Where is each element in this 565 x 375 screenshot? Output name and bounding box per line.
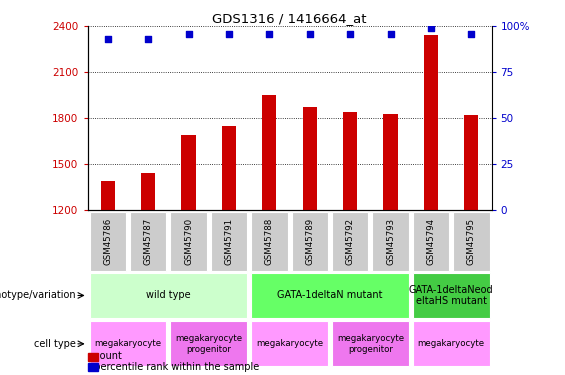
- FancyBboxPatch shape: [372, 211, 408, 271]
- Point: [346, 31, 355, 37]
- Bar: [384, 114, 398, 210]
- Point: [184, 31, 193, 37]
- Bar: [141, 173, 155, 210]
- FancyBboxPatch shape: [90, 273, 247, 318]
- Point: [467, 31, 476, 37]
- Bar: [262, 95, 276, 210]
- FancyBboxPatch shape: [130, 211, 166, 271]
- FancyBboxPatch shape: [171, 211, 207, 271]
- Bar: [303, 107, 317, 210]
- Bar: [88, 363, 98, 371]
- Point: [305, 31, 314, 37]
- Bar: [101, 181, 115, 210]
- Text: megakaryocyte: megakaryocyte: [418, 339, 485, 348]
- Bar: [464, 115, 479, 210]
- Text: GSM45792: GSM45792: [346, 218, 355, 265]
- Text: megakaryocyte
progenitor: megakaryocyte progenitor: [175, 334, 242, 354]
- Text: GSM45786: GSM45786: [103, 218, 112, 265]
- Bar: [343, 112, 357, 210]
- Text: GSM45791: GSM45791: [224, 218, 233, 265]
- Text: GSM45790: GSM45790: [184, 218, 193, 265]
- FancyBboxPatch shape: [413, 273, 489, 318]
- Title: GDS1316 / 1416664_at: GDS1316 / 1416664_at: [212, 12, 367, 25]
- Text: wild type: wild type: [146, 291, 190, 300]
- Text: percentile rank within the sample: percentile rank within the sample: [88, 363, 259, 372]
- Text: GSM45788: GSM45788: [265, 218, 274, 265]
- FancyBboxPatch shape: [90, 211, 126, 271]
- Text: GATA-1deltaN mutant: GATA-1deltaN mutant: [277, 291, 383, 300]
- Bar: [181, 135, 195, 210]
- Point: [224, 31, 233, 37]
- FancyBboxPatch shape: [332, 321, 408, 366]
- FancyBboxPatch shape: [292, 211, 328, 271]
- Text: GSM45793: GSM45793: [386, 218, 395, 265]
- Bar: [424, 36, 438, 210]
- Text: GATA-1deltaNeod
eltaHS mutant: GATA-1deltaNeod eltaHS mutant: [409, 285, 493, 306]
- Point: [144, 36, 153, 42]
- Bar: [222, 126, 236, 210]
- FancyBboxPatch shape: [251, 321, 328, 366]
- Text: GSM45794: GSM45794: [427, 218, 436, 265]
- FancyBboxPatch shape: [251, 273, 408, 318]
- Text: megakaryocyte: megakaryocyte: [94, 339, 162, 348]
- Text: GSM45789: GSM45789: [305, 218, 314, 265]
- Point: [427, 25, 436, 31]
- FancyBboxPatch shape: [332, 211, 368, 271]
- FancyBboxPatch shape: [171, 321, 247, 366]
- Text: genotype/variation: genotype/variation: [0, 291, 76, 300]
- FancyBboxPatch shape: [453, 211, 489, 271]
- Bar: [88, 353, 98, 361]
- Text: GSM45795: GSM45795: [467, 218, 476, 265]
- Text: cell type: cell type: [34, 339, 76, 349]
- Point: [386, 31, 395, 37]
- Point: [103, 36, 112, 42]
- Text: megakaryocyte
progenitor: megakaryocyte progenitor: [337, 334, 404, 354]
- Point: [265, 31, 274, 37]
- FancyBboxPatch shape: [211, 211, 247, 271]
- FancyBboxPatch shape: [413, 321, 489, 366]
- Text: GSM45787: GSM45787: [144, 218, 153, 265]
- FancyBboxPatch shape: [413, 211, 449, 271]
- FancyBboxPatch shape: [251, 211, 288, 271]
- FancyBboxPatch shape: [90, 321, 166, 366]
- Text: megakaryocyte: megakaryocyte: [256, 339, 323, 348]
- Text: count: count: [88, 351, 121, 361]
